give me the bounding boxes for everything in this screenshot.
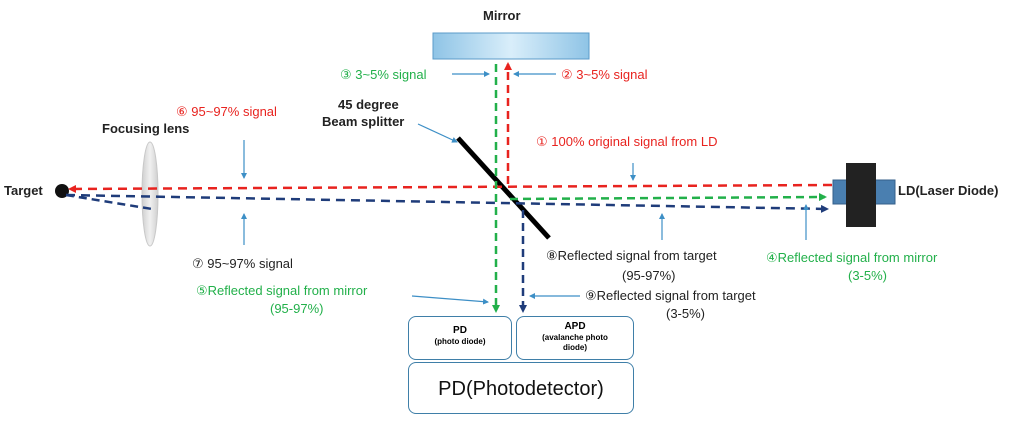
signal-9-label-line2: (3-5%) <box>666 306 706 321</box>
beam-splitter-label-line1: 45 degree <box>338 97 399 112</box>
pd-title: PD <box>453 325 467 336</box>
signal-2-label: ② 3~5% signal <box>561 67 648 82</box>
signal-3-label: ③ 3~5% signal <box>340 67 427 82</box>
apd-subtitle: (avalanche photo diode) <box>542 333 608 352</box>
focusing-lens-label: Focusing lens <box>102 121 190 136</box>
pd-box: PD (photo diode) <box>408 316 512 360</box>
pd-subtitle: (photo diode) <box>434 337 486 346</box>
navy-path-to-ld <box>65 193 829 213</box>
signal-4-label-line2: (3-5%) <box>848 268 888 283</box>
signal-5-label-line2: (95-97%) <box>270 301 324 316</box>
photodetector-label: PD(Photodetector) <box>438 378 604 400</box>
signal-6-label: ⑥ 95~97% signal <box>176 104 277 119</box>
apd-box: APD (avalanche photo diode) <box>516 316 634 360</box>
beam-splitter <box>456 136 551 240</box>
photodetector-box: PD(Photodetector) <box>408 362 634 414</box>
target-dot <box>55 184 69 198</box>
signal-5-label-line1: ⑤Reflected signal from mirror <box>196 283 368 298</box>
green-path-to-ld <box>509 193 827 202</box>
mirror <box>432 32 590 60</box>
signal-8-label-line1: ⑧Reflected signal from target <box>546 248 717 263</box>
focusing-lens <box>141 141 159 247</box>
red-path-to-target <box>68 183 833 193</box>
pointer-beam-splitter <box>417 123 458 143</box>
signal-7-label: ⑦ 95~97% signal <box>192 256 293 271</box>
navy-path-target-segment <box>65 193 153 211</box>
signal-1-label: ① 100% original signal from LD <box>536 134 718 149</box>
laser-diode-body <box>846 163 876 227</box>
target-label: Target <box>4 183 43 198</box>
signal-4-label-line1: ④Reflected signal from mirror <box>766 250 938 265</box>
mirror-label: Mirror <box>483 8 521 23</box>
beam-splitter-label-line2: Beam splitter <box>322 114 405 129</box>
signal-9-label-line1: ⑨Reflected signal from target <box>585 288 756 303</box>
signal-8-label-line2: (95-97%) <box>622 268 676 283</box>
laser-diode-label: LD(Laser Diode) <box>898 183 999 198</box>
pointer-sig5 <box>411 295 489 305</box>
apd-title: APD <box>564 321 586 332</box>
